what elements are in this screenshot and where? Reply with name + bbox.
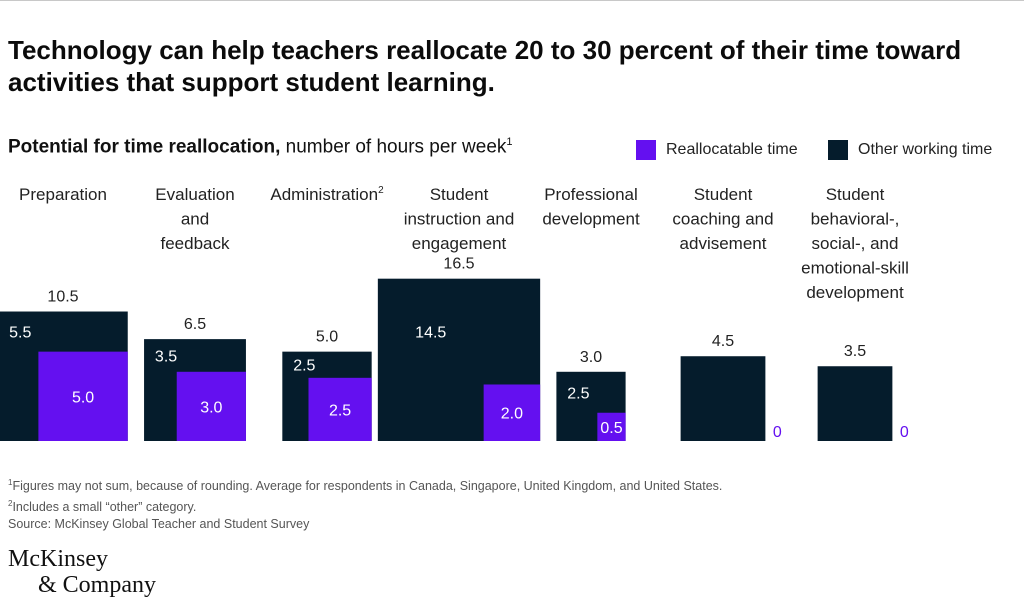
- bar-reallocatable: [38, 351, 128, 441]
- bar-reallocatable-label: 2.0: [501, 406, 523, 423]
- bar-total-label: 16.5: [443, 256, 474, 273]
- bar-other-label: 14.5: [415, 325, 446, 342]
- chart-subtitle: Potential for time reallocation, number …: [8, 136, 513, 158]
- subtitle-bold: Potential for time reallocation,: [8, 136, 281, 158]
- bar-total: [817, 366, 893, 441]
- category-label: Student: [694, 185, 753, 204]
- footnote-1: 1Figures may not sum, because of roundin…: [8, 474, 722, 495]
- footnote-2: 2Includes a small “other” category.: [8, 495, 722, 516]
- headline: Technology can help teachers reallocate …: [8, 35, 962, 97]
- footnote-1-marker: 1: [8, 478, 13, 487]
- bar-reallocatable-label: 5.0: [72, 389, 94, 406]
- source-note: Source: McKinsey Global Teacher and Stud…: [8, 517, 310, 532]
- category-label: engagement: [412, 234, 507, 253]
- category-label: and: [181, 210, 209, 229]
- bar-reallocatable: [176, 371, 246, 441]
- top-rule: [0, 0, 1024, 1]
- bar-reallocatable: [308, 377, 372, 441]
- category-label: development: [542, 210, 640, 229]
- bar-reallocatable-zero-label: 0: [773, 424, 782, 441]
- category-label: Evaluation: [155, 185, 234, 204]
- category-label: feedback: [161, 234, 230, 253]
- subtitle-rest: number of hours per week: [280, 136, 507, 158]
- bar-total-label: 3.5: [844, 343, 866, 360]
- bar-other-label: 5.5: [9, 325, 31, 342]
- logo-line-2: & Company: [38, 572, 156, 598]
- footnotes: 1Figures may not sum, because of roundin…: [8, 474, 722, 533]
- category-label: development: [806, 283, 904, 302]
- legend-item-other: Other working time: [828, 139, 992, 161]
- category-label: coaching and: [672, 210, 773, 229]
- category-label: Student: [826, 185, 885, 204]
- bar-reallocatable: [597, 412, 626, 441]
- bar-other-label: 2.5: [567, 385, 589, 402]
- category-label: social-, and: [812, 234, 899, 253]
- category-label: instruction and: [404, 210, 515, 229]
- bar-total-label: 3.0: [580, 349, 602, 366]
- category-label: behavioral-,: [811, 210, 900, 229]
- subtitle-footnote-ref: 1: [506, 136, 513, 148]
- footnote-1-text: Figures may not sum, because of rounding…: [12, 479, 723, 494]
- bar-reallocatable-label: 3.0: [200, 399, 222, 416]
- bar-reallocatable-zero-label: 0: [900, 424, 909, 441]
- bar-total-label: 4.5: [712, 333, 734, 350]
- bar-reallocatable-label: 2.5: [329, 402, 351, 419]
- category-label: Professional: [544, 185, 638, 204]
- bar-other-label: 3.5: [155, 348, 177, 365]
- logo-line-1: McKinsey: [8, 546, 108, 572]
- legend-item-reallocatable: Reallocatable time: [636, 139, 798, 161]
- category-label: emotional-skill: [801, 259, 909, 278]
- category-label: Preparation: [19, 185, 107, 204]
- footnote-2-marker: 2: [8, 499, 13, 509]
- bar-total-label: 10.5: [47, 289, 78, 306]
- bar-total: [680, 356, 766, 441]
- category-label: Administration2: [270, 185, 384, 204]
- category-label: Student: [430, 185, 489, 204]
- bar-other-label: 2.5: [293, 358, 315, 375]
- bar-reallocatable-label: 0.5: [600, 420, 622, 437]
- legend-label-other: Other working time: [858, 141, 993, 158]
- bar-reallocatable: [483, 384, 541, 441]
- legend-swatch-other: [828, 140, 848, 160]
- mckinsey-logo: McKinsey & Company: [8, 546, 156, 598]
- category-label: advisement: [680, 234, 767, 253]
- bar-chart: Preparation 10.5 5.0 5.5 Evaluation and feedba…: [0, 185, 909, 441]
- footnote-2-text: Includes a small “other” category.: [12, 500, 197, 515]
- legend-label-reallocatable: Reallocatable time: [666, 141, 798, 158]
- category-label-footnote: 2: [378, 185, 384, 196]
- bar-total-label: 6.5: [184, 316, 206, 333]
- legend-swatch-reallocatable: [636, 140, 656, 160]
- bar-total-label: 5.0: [316, 329, 338, 346]
